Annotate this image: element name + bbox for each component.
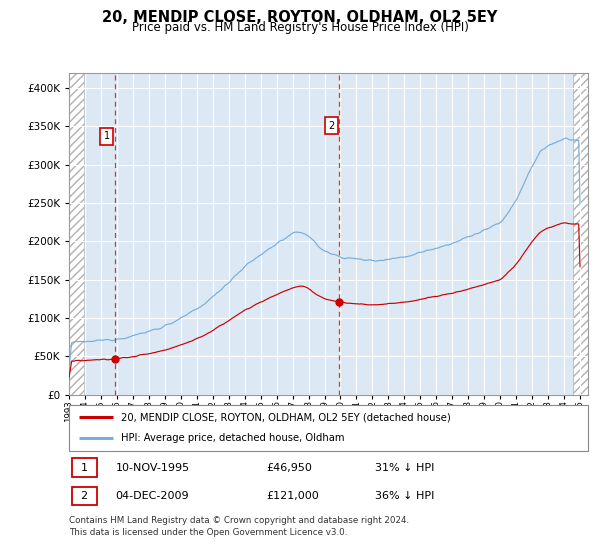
Text: 20, MENDIP CLOSE, ROYTON, OLDHAM, OL2 5EY (detached house): 20, MENDIP CLOSE, ROYTON, OLDHAM, OL2 5E… [121,412,451,422]
Bar [574,73,588,395]
Text: 1: 1 [80,463,88,473]
Text: £46,950: £46,950 [266,463,312,473]
Text: 10-NOV-1995: 10-NOV-1995 [116,463,190,473]
Text: 2: 2 [80,491,88,501]
FancyBboxPatch shape [71,487,97,505]
Text: £121,000: £121,000 [266,491,319,501]
Text: HPI: Average price, detached house, Oldham: HPI: Average price, detached house, Oldh… [121,433,344,444]
Text: Contains HM Land Registry data © Crown copyright and database right 2024.
This d: Contains HM Land Registry data © Crown c… [69,516,409,537]
Text: 20, MENDIP CLOSE, ROYTON, OLDHAM, OL2 5EY: 20, MENDIP CLOSE, ROYTON, OLDHAM, OL2 5E… [103,10,497,25]
FancyBboxPatch shape [69,405,588,451]
Text: Price paid vs. HM Land Registry's House Price Index (HPI): Price paid vs. HM Land Registry's House … [131,21,469,34]
Text: 2: 2 [328,121,334,130]
Bar [69,73,83,395]
Text: 1: 1 [104,132,110,142]
Text: 04-DEC-2009: 04-DEC-2009 [116,491,190,501]
FancyBboxPatch shape [71,458,97,477]
Text: 36% ↓ HPI: 36% ↓ HPI [375,491,434,501]
Text: 31% ↓ HPI: 31% ↓ HPI [375,463,434,473]
